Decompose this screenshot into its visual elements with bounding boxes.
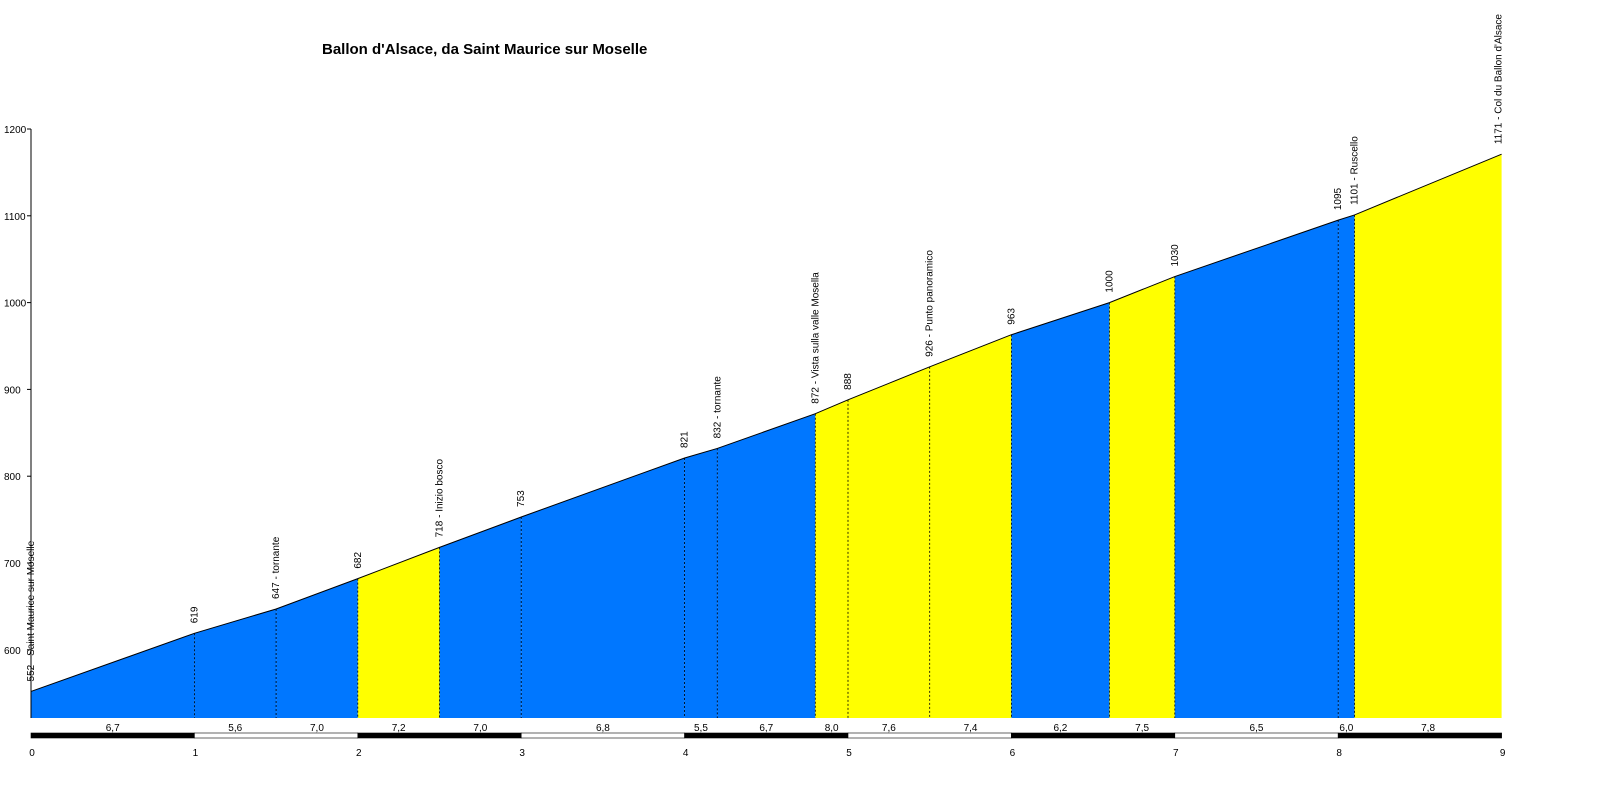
x-tick-label-5: 5	[846, 748, 852, 759]
point-label-8: 872 - Vista sulla valle Mosella	[810, 272, 821, 404]
profile-segment-13	[1174, 220, 1339, 718]
gradient-label-12: 7,5	[1135, 723, 1149, 734]
x-tick-label-6: 6	[1010, 748, 1016, 759]
scale-bar-km-8	[1337, 732, 1502, 739]
gradient-label-6: 5,5	[694, 723, 708, 734]
point-label-1: 619	[189, 606, 200, 623]
profile-segment-14	[1338, 214, 1355, 718]
gradient-label-7: 6,7	[759, 723, 773, 734]
gradient-label-15: 7,8	[1421, 723, 1435, 734]
chart-title: Ballon d'Alsace, da Saint Maurice sur Mo…	[322, 41, 647, 58]
y-tick-label-1: 700	[4, 559, 21, 570]
profile-segment-8	[815, 399, 848, 718]
point-label-0: 552 - Saint Maurice sur Moselle	[26, 540, 37, 681]
gradient-label-5: 6,8	[596, 723, 610, 734]
point-label-15: 1101 - Ruscello	[1350, 136, 1361, 205]
scale-bar-km-2	[357, 732, 522, 739]
profile-segment-4	[439, 516, 522, 718]
point-label-10: 926 - Punto panoramico	[925, 250, 936, 357]
scale-bar-km-5	[847, 732, 1012, 739]
profile-segment-10	[929, 334, 1012, 718]
x-tick-label-9: 9	[1500, 748, 1506, 759]
profile-segment-9	[848, 366, 930, 718]
profile-segment-3	[357, 547, 440, 718]
point-label-4: 718 - Inizio bosco	[435, 459, 446, 538]
y-tick-label-0: 600	[4, 646, 21, 657]
x-tick-label-1: 1	[193, 748, 199, 759]
point-label-3: 682	[353, 552, 364, 569]
x-tick-label-7: 7	[1173, 748, 1179, 759]
point-label-5: 753	[516, 490, 527, 507]
point-label-14: 1095	[1333, 187, 1344, 210]
profile-outline	[30, 153, 1502, 692]
x-axis-ticks: 0 1 2 3 4 5 6 7 8 9	[29, 748, 1506, 759]
point-label-9: 888	[843, 373, 854, 390]
x-tick-label-2: 2	[356, 748, 362, 759]
x-tick-label-8: 8	[1336, 748, 1342, 759]
point-label-12: 1000	[1104, 270, 1115, 293]
profile-segment-7	[717, 413, 816, 718]
gradient-label-4: 7,0	[473, 723, 487, 734]
point-label-6: 821	[680, 431, 691, 448]
gradient-label-2: 7,0	[310, 723, 324, 734]
point-label-2: 647 - tornante	[271, 536, 282, 599]
y-axis-ticks: 600 700 800 900 1000 1100 1200	[4, 125, 31, 657]
gradient-label-13: 6,5	[1250, 723, 1264, 734]
point-label-16: 1171 - Col du Ballon d'Alsace	[1494, 14, 1505, 145]
profile-segment-6	[684, 448, 718, 718]
profile-segment-5	[521, 457, 685, 718]
altitude-point-labels: 552 - Saint Maurice sur Moselle 619 647 - …	[26, 14, 1505, 682]
x-tick-label-3: 3	[519, 748, 525, 759]
y-tick-label-6: 1200	[4, 125, 27, 136]
gradient-label-11: 6,2	[1053, 723, 1067, 734]
scale-bar-km-6	[1011, 732, 1176, 739]
y-tick-label-2: 800	[4, 472, 21, 483]
gradient-labels: 6,7 5,6 7,0 7,2 7,0 6,8 5,5 6,7 8,0 7,6 7,4 6,2 7,5 6…	[106, 723, 1436, 734]
point-label-13: 1030	[1170, 244, 1181, 267]
segment-dividers	[193, 214, 1355, 718]
scale-bar-km-1	[194, 732, 359, 739]
y-tick-label-5: 1100	[4, 212, 26, 223]
profile-segment-2	[276, 578, 358, 718]
point-label-11: 963	[1006, 308, 1017, 325]
point-label-7: 832 - tornante	[712, 376, 723, 439]
gradient-label-10: 7,4	[964, 723, 978, 734]
x-tick-label-0: 0	[29, 748, 35, 759]
profile-segment-12	[1109, 276, 1175, 718]
gradient-label-3: 7,2	[392, 723, 406, 734]
km-scale-bar	[30, 732, 1502, 739]
profile-segment-1	[194, 609, 277, 718]
profile-segments	[31, 154, 1502, 718]
profile-segment-15	[1354, 154, 1502, 718]
gradient-label-0: 6,7	[106, 723, 120, 734]
x-tick-label-4: 4	[683, 748, 689, 759]
profile-segment-11	[1011, 302, 1110, 718]
gradient-label-9: 7,6	[882, 723, 896, 734]
y-tick-label-3: 900	[4, 385, 21, 396]
gradient-label-1: 5,6	[228, 723, 242, 734]
profile-segment-0	[31, 633, 195, 718]
gradient-label-14: 6,0	[1339, 723, 1353, 734]
profile-line	[30, 153, 1502, 692]
y-tick-label-4: 1000	[4, 299, 27, 310]
gradient-label-8: 8,0	[825, 723, 839, 734]
